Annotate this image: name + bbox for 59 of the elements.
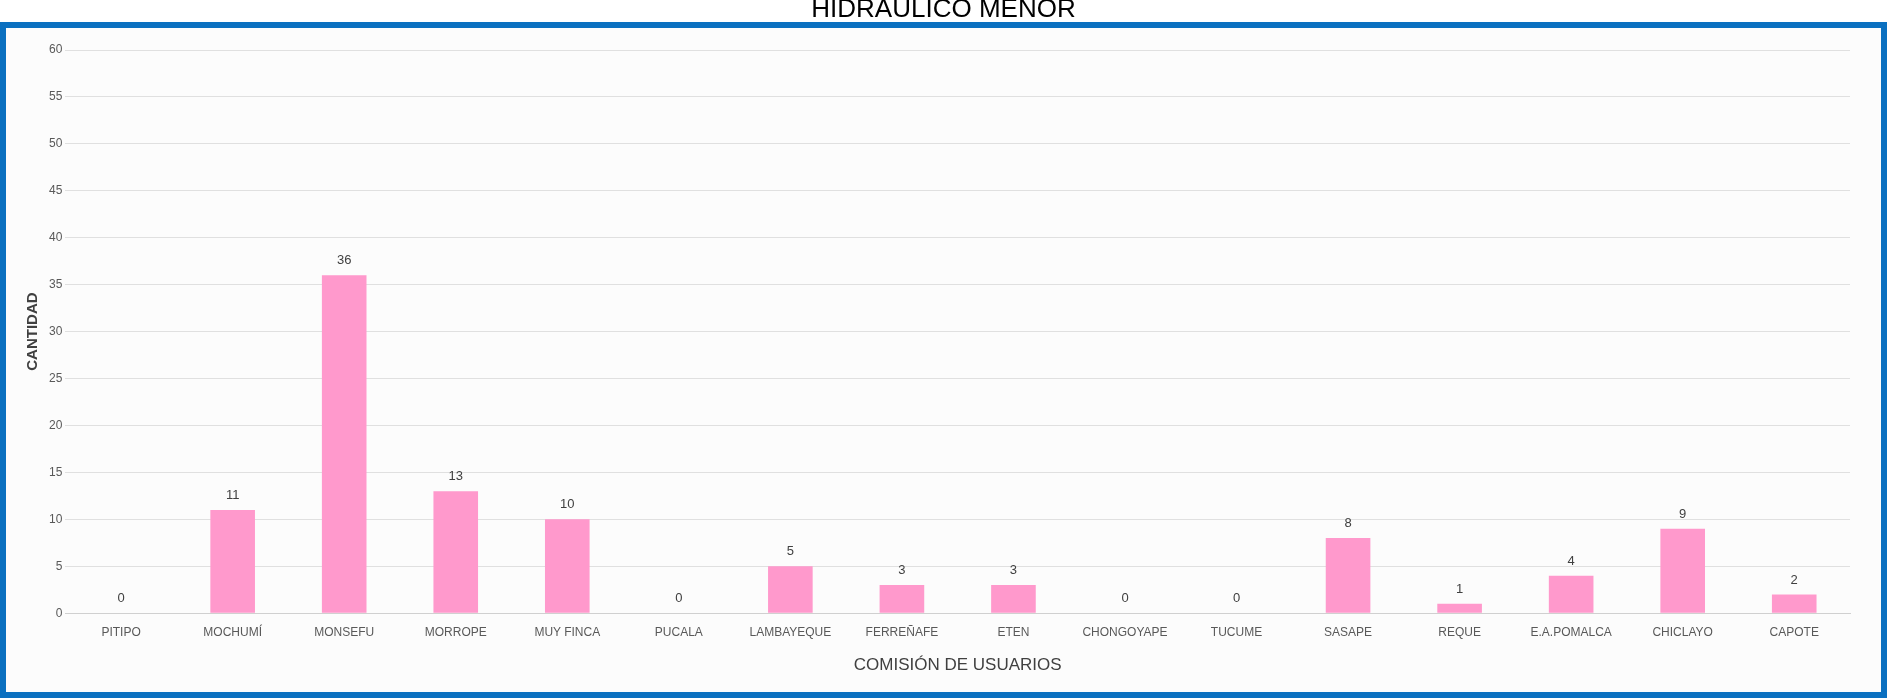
y-tick-label: 10 <box>48 511 63 526</box>
data-label: 9 <box>1679 505 1687 521</box>
data-label: 36 <box>336 252 352 268</box>
data-label: 1 <box>1455 580 1464 596</box>
bar <box>1660 528 1705 613</box>
y-tick-label: 0 <box>55 605 63 620</box>
data-label: 4 <box>1567 552 1575 568</box>
data-label: 10 <box>560 496 575 512</box>
bar <box>210 509 255 613</box>
data-label: 3 <box>1009 562 1018 578</box>
y-tick-label: 30 <box>48 323 63 338</box>
bar <box>544 519 590 613</box>
x-tick-label: PITIPO <box>101 624 141 639</box>
x-tick-label: MOCHUMÍ <box>203 623 263 639</box>
x-tick-label: E.A.POMALCA <box>1530 624 1612 639</box>
bar <box>1325 538 1371 613</box>
data-label: 5 <box>786 543 794 559</box>
y-tick-label: 25 <box>48 370 63 385</box>
data-label: 0 <box>1232 590 1241 606</box>
data-label: 0 <box>1121 590 1129 606</box>
bar <box>1437 603 1482 613</box>
bar <box>879 585 925 613</box>
data-label: 3 <box>898 562 906 578</box>
x-tick-label: LAMBAYEQUE <box>749 624 832 639</box>
data-label: 13 <box>448 468 463 484</box>
bar <box>1548 575 1594 613</box>
y-tick-label: 45 <box>48 183 63 198</box>
data-label: 8 <box>1344 515 1352 531</box>
y-tick-label: 40 <box>48 230 63 245</box>
y-tick-label: 35 <box>48 276 63 291</box>
y-tick-label: 60 <box>48 42 63 57</box>
data-label: 0 <box>117 590 125 606</box>
data-label: 0 <box>675 590 683 606</box>
x-tick-label: CAPOTE <box>1769 624 1819 639</box>
y-tick-label: 5 <box>55 558 63 573</box>
y-tick-label: 50 <box>48 136 63 151</box>
x-tick-label: MUY FINCA <box>534 624 601 639</box>
x-axis-title: COMISIÓN DE USUARIOS <box>853 655 1062 675</box>
x-tick-label: PUCALA <box>654 624 703 639</box>
bar <box>321 275 367 613</box>
x-tick-label: MORROPE <box>424 624 487 639</box>
data-label: 2 <box>1790 571 1798 587</box>
y-tick-label: 15 <box>48 464 63 479</box>
x-tick-label: CHONGOYAPE <box>1082 624 1168 639</box>
x-tick-label: REQUE <box>1438 624 1481 639</box>
x-tick-label: FERREÑAFE <box>865 624 939 639</box>
x-tick-label: TUCUME <box>1210 624 1263 639</box>
y-tick-label: 20 <box>48 417 63 432</box>
y-tick-label: 55 <box>48 89 63 104</box>
bar <box>768 566 813 613</box>
x-tick-label: MONSEFU <box>314 624 375 639</box>
data-label: 11 <box>225 487 240 503</box>
bar <box>991 585 1036 613</box>
y-axis-title: CANTIDAD <box>23 292 41 371</box>
x-tick-label: CHICLAYO <box>1652 624 1713 639</box>
x-tick-label: SASAPE <box>1324 624 1373 639</box>
bar <box>433 491 479 613</box>
x-tick-label: ETEN <box>997 624 1030 639</box>
bar <box>1771 594 1817 613</box>
